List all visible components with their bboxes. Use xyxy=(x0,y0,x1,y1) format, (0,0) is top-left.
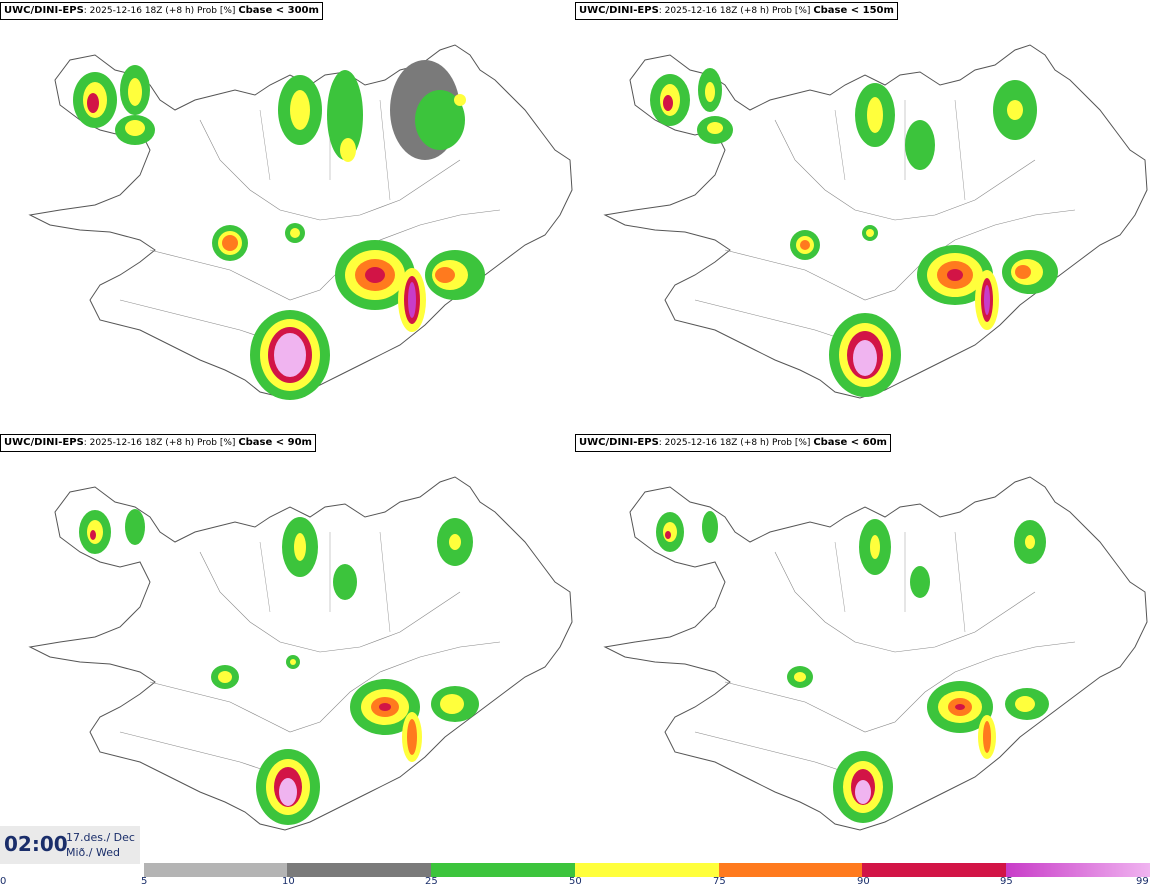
panel-title: UWC/DINI-EPS: 2025-12-16 18Z (+8 h) Prob… xyxy=(575,2,898,20)
valid-time: 02:00 xyxy=(4,832,68,856)
valid-time-box: 02:00 17.des./ Dec Mið./ Wed xyxy=(0,826,140,864)
legend-label: 95 xyxy=(1000,876,1013,887)
legend-label: 75 xyxy=(713,876,726,887)
legend-seg-95-99 xyxy=(1006,863,1150,877)
panel-title: UWC/DINI-EPS: 2025-12-16 18Z (+8 h) Prob… xyxy=(0,434,316,452)
panel-title: UWC/DINI-EPS: 2025-12-16 18Z (+8 h) Prob… xyxy=(575,434,891,452)
map-panel-cbase-90m: UWC/DINI-EPS: 2025-12-16 18Z (+8 h) Prob… xyxy=(0,432,575,862)
legend-seg-25-50 xyxy=(431,863,575,877)
legend-seg-50-75 xyxy=(575,863,719,877)
valid-date: 17.des./ Dec Mið./ Wed xyxy=(66,830,135,860)
legend-seg-75-90 xyxy=(719,863,862,877)
color-legend xyxy=(144,863,1150,877)
legend-label: 5 xyxy=(141,876,148,887)
legend-label: 0 xyxy=(0,876,7,887)
legend-label: 50 xyxy=(569,876,582,887)
panel-title: UWC/DINI-EPS: 2025-12-16 18Z (+8 h) Prob… xyxy=(0,2,323,20)
iceland-map xyxy=(29,44,573,400)
legend-seg-5-10 xyxy=(144,863,287,877)
legend-label: 90 xyxy=(857,876,870,887)
day-line: Mið./ Wed xyxy=(66,846,120,859)
map-panel-cbase-150m: UWC/DINI-EPS: 2025-12-16 18Z (+8 h) Prob… xyxy=(575,0,1150,430)
map-panel-cbase-300m: UWC/DINI-EPS: 2025-12-16 18Z (+8 h) Prob… xyxy=(0,0,575,430)
probability-field xyxy=(79,509,479,825)
legend-seg-10-25 xyxy=(287,863,431,877)
probability-field xyxy=(650,68,1058,397)
iceland-map xyxy=(604,44,1148,399)
map-panel-cbase-60m: UWC/DINI-EPS: 2025-12-16 18Z (+8 h) Prob… xyxy=(575,432,1150,862)
legend-label: 99 xyxy=(1136,876,1149,887)
probability-field xyxy=(656,511,1049,823)
legend-label: 10 xyxy=(282,876,295,887)
legend-seg-90-95 xyxy=(862,863,1006,877)
probability-field xyxy=(73,60,485,400)
iceland-map xyxy=(29,476,573,831)
date-line: 17.des./ Dec xyxy=(66,831,135,844)
legend-label: 25 xyxy=(425,876,438,887)
iceland-map xyxy=(604,476,1148,831)
